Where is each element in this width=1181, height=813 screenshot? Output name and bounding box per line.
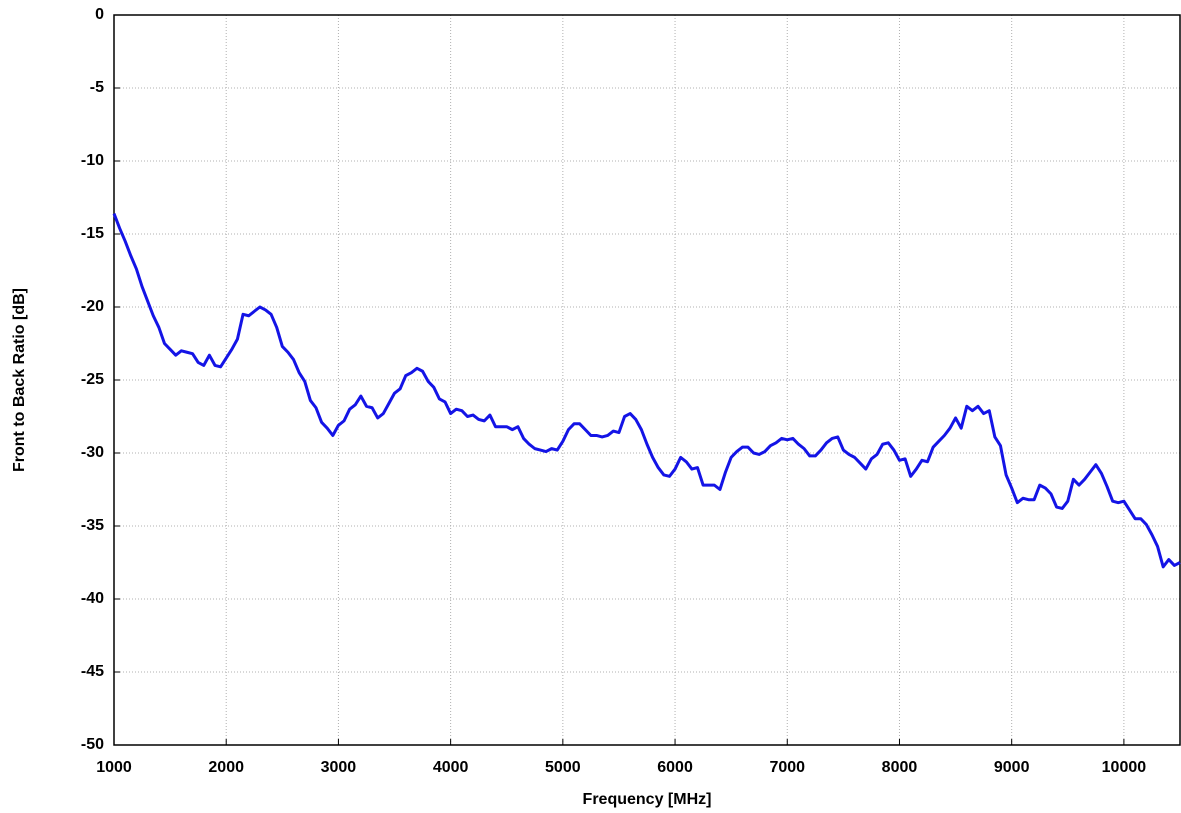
- y-tick-label: -35: [81, 517, 104, 534]
- y-tick-label: -20: [81, 298, 104, 315]
- y-tick-label: -15: [81, 225, 104, 242]
- y-tick-label: -25: [81, 371, 104, 388]
- x-tick-label: 9000: [994, 759, 1030, 776]
- x-tick-label: 7000: [769, 759, 805, 776]
- x-tick-label: 3000: [321, 759, 357, 776]
- y-tick-label: -40: [81, 590, 104, 607]
- x-tick-label: 4000: [433, 759, 469, 776]
- x-tick-label: 1000: [96, 759, 132, 776]
- plot-frame: [113, 14, 1181, 746]
- x-tick-label: 8000: [882, 759, 918, 776]
- y-axis-label: Front to Back Ratio [dB]: [11, 288, 28, 472]
- y-tick-label: -30: [81, 444, 104, 461]
- x-tick-label: 6000: [657, 759, 693, 776]
- y-tick-label: -10: [81, 152, 104, 169]
- y-tick-label: 0: [95, 6, 104, 23]
- x-tick-label: 10000: [1102, 759, 1147, 776]
- y-tick-label: -5: [90, 79, 104, 96]
- x-axis-label: Frequency [MHz]: [583, 791, 712, 808]
- y-tick-label: -45: [81, 663, 104, 680]
- x-tick-label: 2000: [208, 759, 244, 776]
- data-line: [112, 213, 1181, 569]
- y-tick-label: -50: [81, 736, 104, 753]
- x-tick-label: 5000: [545, 759, 581, 776]
